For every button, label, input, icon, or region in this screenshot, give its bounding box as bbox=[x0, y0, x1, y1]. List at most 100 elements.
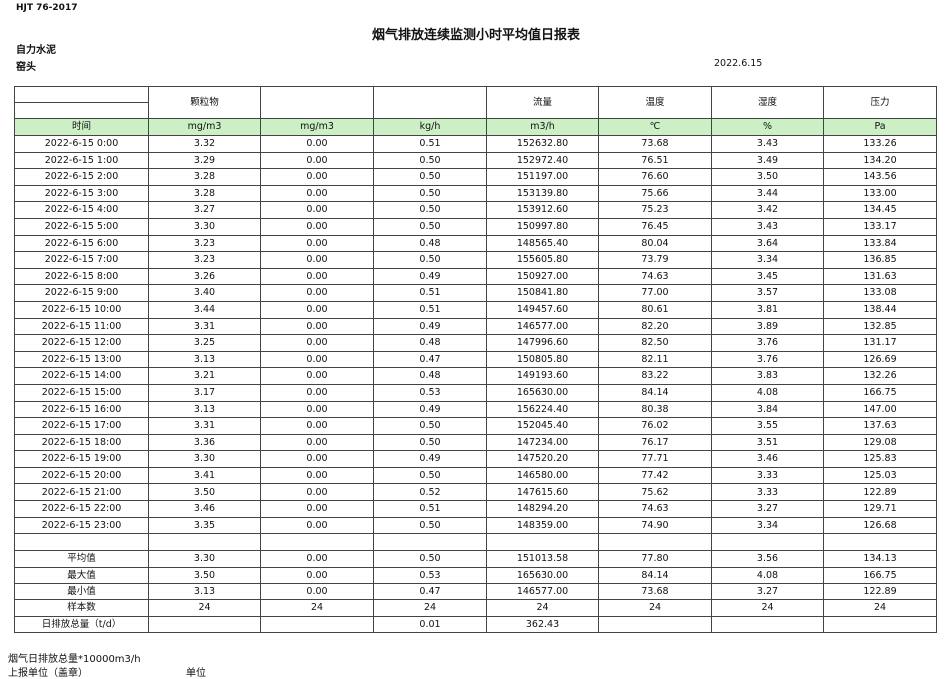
data-row: 2022-6-15 8:00 3.26 0.00 0.49 150927.00 74.63… bbox=[14, 267, 937, 286]
value-cell: 0.50 bbox=[373, 168, 487, 186]
total-note: 烟气日排放总量*10000m3/h bbox=[8, 654, 141, 665]
value-cell: 0.00 bbox=[260, 234, 374, 253]
value-cell: 150841.80 bbox=[486, 284, 599, 302]
value-cell: 165630.00 bbox=[486, 383, 599, 402]
value-cell: 131.17 bbox=[823, 334, 937, 352]
value-cell: 147.00 bbox=[823, 400, 937, 419]
summary-value: 3.27 bbox=[711, 583, 824, 601]
time-cell: 2022-6-15 11:00 bbox=[14, 317, 149, 336]
time-cell: 2022-6-15 13:00 bbox=[14, 350, 149, 369]
value-cell: 0.00 bbox=[260, 334, 374, 352]
value-cell: 125.83 bbox=[823, 450, 937, 468]
value-cell: 82.11 bbox=[598, 350, 712, 369]
value-cell: 3.83 bbox=[711, 367, 824, 385]
time-cell: 2022-6-15 0:00 bbox=[14, 135, 149, 153]
value-cell: 122.89 bbox=[823, 483, 937, 502]
summary-value: 122.89 bbox=[823, 583, 937, 601]
value-cell: 0.52 bbox=[373, 483, 487, 502]
value-cell: 0.49 bbox=[373, 450, 487, 468]
blank-cell bbox=[148, 533, 261, 552]
data-row: 2022-6-15 16:00 3.13 0.00 0.49 156224.40 80.3… bbox=[14, 400, 937, 419]
unit-cell: ℃ bbox=[598, 118, 712, 136]
value-cell: 133.26 bbox=[823, 135, 937, 153]
value-cell: 73.68 bbox=[598, 135, 712, 153]
value-cell: 3.13 bbox=[148, 400, 261, 419]
summary-value: 84.14 bbox=[598, 566, 712, 585]
value-cell: 136.85 bbox=[823, 251, 937, 269]
summary-value bbox=[148, 615, 261, 634]
data-row: 2022-6-15 22:00 3.46 0.00 0.51 148294.20 74.6… bbox=[14, 500, 937, 518]
value-cell: 0.49 bbox=[373, 400, 487, 419]
value-cell: 0.50 bbox=[373, 466, 487, 485]
value-cell: 3.76 bbox=[711, 350, 824, 369]
blank-cell bbox=[823, 533, 937, 552]
summary-value: 3.13 bbox=[148, 583, 261, 601]
value-cell: 166.75 bbox=[823, 383, 937, 402]
time-cell: 2022-6-15 8:00 bbox=[14, 267, 149, 286]
column-header: 流量 bbox=[486, 86, 599, 119]
time-cell: 2022-6-15 19:00 bbox=[14, 450, 149, 468]
value-cell: 0.48 bbox=[373, 367, 487, 385]
summary-row: 最大值 3.50 0.00 0.53 165630.00 84.14 4.08 166.75 bbox=[14, 566, 937, 585]
data-row: 2022-6-15 18:00 3.36 0.00 0.50 147234.00 76.1… bbox=[14, 433, 937, 452]
summary-value: 24 bbox=[823, 599, 937, 617]
value-cell: 0.00 bbox=[260, 383, 374, 402]
value-cell: 0.50 bbox=[373, 433, 487, 452]
value-cell: 146580.00 bbox=[486, 466, 599, 485]
value-cell: 83.22 bbox=[598, 367, 712, 385]
value-cell: 0.51 bbox=[373, 284, 487, 302]
summary-value: 24 bbox=[373, 599, 487, 617]
value-cell: 132.85 bbox=[823, 317, 937, 336]
value-cell: 3.34 bbox=[711, 516, 824, 535]
value-cell: 0.00 bbox=[260, 500, 374, 518]
value-cell: 137.63 bbox=[823, 417, 937, 435]
summary-value: 165630.00 bbox=[486, 566, 599, 585]
value-cell: 152972.40 bbox=[486, 151, 599, 170]
value-cell: 3.42 bbox=[711, 201, 824, 219]
summary-value: 0.00 bbox=[260, 550, 374, 568]
value-cell: 156224.40 bbox=[486, 400, 599, 419]
value-cell: 74.90 bbox=[598, 516, 712, 535]
summary-value: 0.47 bbox=[373, 583, 487, 601]
value-cell: 148359.00 bbox=[486, 516, 599, 535]
value-cell: 3.25 bbox=[148, 334, 261, 352]
value-cell: 3.84 bbox=[711, 400, 824, 419]
value-cell: 3.43 bbox=[711, 135, 824, 153]
value-cell: 0.50 bbox=[373, 151, 487, 170]
value-cell: 75.66 bbox=[598, 184, 712, 203]
value-cell: 148294.20 bbox=[486, 500, 599, 518]
report-table: 颗粒物 流量 温度 湿度 压力 时间 mg/m3 mg/m3 kg/h m3/h ℃% Pa 2022-… bbox=[14, 86, 937, 634]
unit-cell: m3/h bbox=[486, 118, 599, 136]
report-title: 烟气排放连续监测小时平均值日报表 bbox=[371, 28, 580, 43]
value-cell: 131.63 bbox=[823, 267, 937, 286]
summary-value bbox=[823, 615, 937, 634]
data-row: 2022-6-15 12:00 3.25 0.00 0.48 147996.60 82.5… bbox=[14, 334, 937, 352]
value-cell: 134.20 bbox=[823, 151, 937, 170]
value-cell: 153912.60 bbox=[486, 201, 599, 219]
data-row: 2022-6-15 13:00 3.13 0.00 0.47 150805.80 82.1… bbox=[14, 350, 937, 369]
value-cell: 76.02 bbox=[598, 417, 712, 435]
data-row: 2022-6-15 23:00 3.35 0.00 0.50 148359.00 74.9… bbox=[14, 516, 937, 535]
value-cell: 3.33 bbox=[711, 483, 824, 502]
value-cell: 133.00 bbox=[823, 184, 937, 203]
data-row: 2022-6-15 7:00 3.23 0.00 0.50 155605.80 73.79… bbox=[14, 251, 937, 269]
value-cell: 0.50 bbox=[373, 201, 487, 219]
value-cell: 0.00 bbox=[260, 151, 374, 170]
value-cell: 147615.60 bbox=[486, 483, 599, 502]
summary-row: 平均值 3.30 0.00 0.50 151013.58 77.80 3.56 134.13 bbox=[14, 550, 937, 568]
value-cell: 0.48 bbox=[373, 334, 487, 352]
value-cell: 0.00 bbox=[260, 168, 374, 186]
value-cell: 155605.80 bbox=[486, 251, 599, 269]
unit-cell: mg/m3 bbox=[148, 118, 261, 136]
value-cell: 0.00 bbox=[260, 184, 374, 203]
data-row: 2022-6-15 14:00 3.21 0.00 0.48 149193.60 83.2… bbox=[14, 367, 937, 385]
value-cell: 0.00 bbox=[260, 135, 374, 153]
location: 窑头 bbox=[16, 62, 36, 73]
time-cell: 2022-6-15 15:00 bbox=[14, 383, 149, 402]
value-cell: 3.40 bbox=[148, 284, 261, 302]
blank-cell bbox=[598, 533, 712, 552]
summary-value: 0.01 bbox=[373, 615, 487, 634]
blank-cell bbox=[711, 533, 824, 552]
value-cell: 3.46 bbox=[148, 500, 261, 518]
value-cell: 152045.40 bbox=[486, 417, 599, 435]
